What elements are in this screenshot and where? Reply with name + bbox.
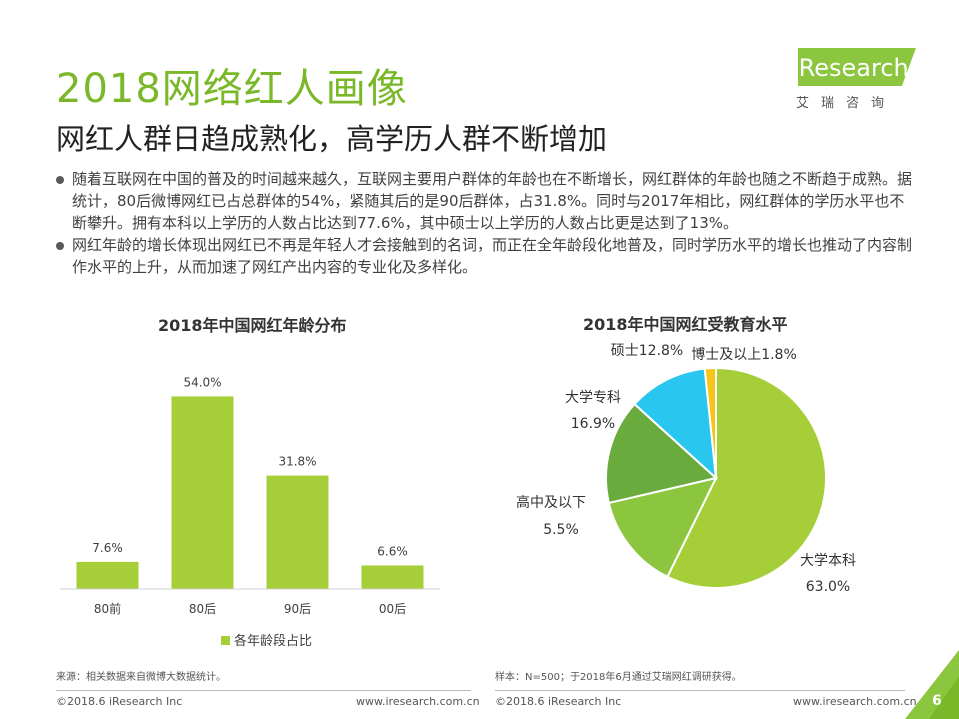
x-tick-label-1: 80前 xyxy=(94,601,121,616)
bar-2 xyxy=(171,396,234,589)
pie-slice-4 xyxy=(633,367,718,481)
bar-value-label-4: 6.6% xyxy=(377,544,408,558)
page-corner-decoration xyxy=(905,650,959,719)
bullet-list: 随着互联网在中国的普及的时间越来越久，互联网主要用户群体的年龄也在不断增长，网红… xyxy=(56,168,916,278)
pie-label-5: 博士及以上1.8% xyxy=(691,346,797,363)
pie-slice-5 xyxy=(703,366,717,479)
pie-category-label-3: 大学专科 xyxy=(565,390,621,406)
bullet-text-2: 网红年龄的增长体现出网红已不再是年轻人才会接触到的名词，而正在全年龄段化地普及，… xyxy=(72,236,913,276)
bullet-item-1: 随着互联网在中国的普及的时间越来越久，互联网主要用户群体的年龄也在不断增长，网红… xyxy=(56,168,916,234)
bar-chart-title: 2018年中国网红年龄分布 xyxy=(158,316,347,335)
page-subtitle: 网红人群日趋成熟化，高学历人群不断增加 xyxy=(56,122,608,156)
bar-1 xyxy=(76,561,139,589)
x-tick-label-2: 80后 xyxy=(189,602,216,616)
pie-slice-3 xyxy=(605,402,719,505)
pie-slice-1 xyxy=(666,366,827,589)
pie-category-label-1: 大学本科 xyxy=(800,553,856,569)
logo-cn-text: 艾瑞咨询 xyxy=(796,96,897,111)
right-source-note: 样本：N=500；于2018年6月通过艾瑞网红调研获得。 xyxy=(495,672,742,683)
bar-4 xyxy=(361,565,424,589)
website-right: www.iresearch.com.cn xyxy=(793,695,917,708)
bar-value-label-2: 54.0% xyxy=(183,375,221,389)
page-number: 6 xyxy=(932,693,942,709)
bar-value-label-1: 7.6% xyxy=(92,541,123,555)
pie-value-label-3: 16.9% xyxy=(571,416,615,432)
education-pie-chart: 大学本科 63.0% 高中及以下 5.5% 大学专科 16.9% 硕士12.8% 博士及以上1… xyxy=(516,343,856,595)
bullet-item-2: 网红年龄的增长体现出网红已不再是年轻人才会接触到的名词，而正在全年龄段化地普及，… xyxy=(56,234,916,278)
bar-value-label-3: 31.8% xyxy=(278,455,316,469)
pie-value-label-1: 63.0% xyxy=(806,579,850,595)
x-tick-label-3: 90后 xyxy=(284,602,311,616)
corner-triangle-dark xyxy=(929,676,959,719)
bar-3 xyxy=(266,475,329,589)
x-tick-label-4: 00后 xyxy=(379,602,406,616)
bullet-text-1: 随着互联网在中国的普及的时间越来越久，互联网主要用户群体的年龄也在不断增长，网红… xyxy=(72,170,913,232)
pie-value-label-2: 5.5% xyxy=(543,522,579,538)
left-source-note: 来源：相关数据来自微博大数据统计。 xyxy=(56,672,226,683)
page-title: 2018网络红人画像 xyxy=(56,66,408,112)
website-left: www.iresearch.com.cn xyxy=(356,695,480,708)
iresearch-logo: iResearch 艾瑞咨询 xyxy=(790,48,920,114)
footer-divider-left xyxy=(56,690,471,691)
footer-divider-right xyxy=(495,690,905,691)
logo-tab-shape xyxy=(798,48,916,86)
legend-label: 各年龄段占比 xyxy=(234,633,312,649)
copyright-left: ©2018.6 iResearch Inc xyxy=(56,695,183,708)
pie-label-4: 硕士12.8% xyxy=(611,343,683,359)
legend-swatch xyxy=(221,636,230,645)
pie-slice-2 xyxy=(607,476,718,579)
logo-wordmark: iResearch xyxy=(792,54,909,82)
pie-category-label-2: 高中及以下 xyxy=(516,494,586,511)
bullet-dot-icon xyxy=(56,176,64,184)
bullet-dot-icon xyxy=(56,242,64,250)
pie-chart-title: 2018年中国网红受教育水平 xyxy=(583,315,788,334)
copyright-right: ©2018.6 iResearch Inc xyxy=(495,695,622,708)
